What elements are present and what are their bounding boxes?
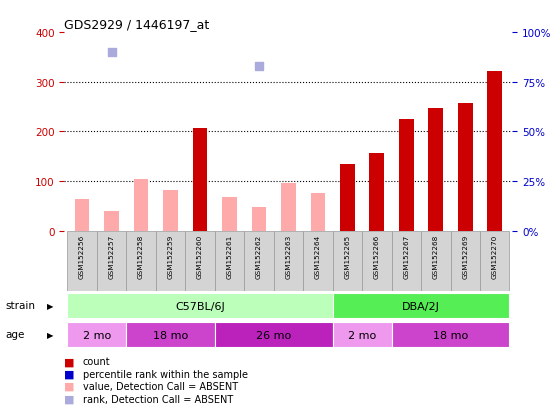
Text: ■: ■ [64,356,75,366]
Bar [74,199,90,231]
Text: rank, Detection Call = ABSENT: rank, Detection Call = ABSENT [83,394,233,404]
Text: GSM152259: GSM152259 [167,234,174,278]
Text: GSM152264: GSM152264 [315,234,321,278]
Text: GSM152262: GSM152262 [256,234,262,278]
Bar [163,190,178,231]
Text: GSM152266: GSM152266 [374,234,380,278]
Bar [97,231,127,291]
Text: GSM152267: GSM152267 [403,234,409,278]
Point [254,64,263,70]
Bar [104,211,119,231]
Bar [185,231,214,291]
Text: GSM152256: GSM152256 [79,234,85,278]
Text: DBA/2J: DBA/2J [402,301,440,311]
Bar [362,231,391,291]
Text: age: age [6,330,25,339]
Bar [487,72,502,231]
Text: ■: ■ [64,369,75,379]
Bar [333,322,391,348]
Bar [450,231,480,291]
Text: C57BL/6J: C57BL/6J [175,301,225,311]
Point [225,14,234,21]
Bar [127,231,156,291]
Bar [421,231,450,291]
Text: percentile rank within the sample: percentile rank within the sample [83,369,248,379]
Bar [391,231,421,291]
Bar [281,183,296,231]
Bar [480,231,510,291]
Text: 2 mo: 2 mo [348,330,376,340]
Bar [127,322,214,348]
Bar [251,208,267,231]
Text: ■: ■ [64,394,75,404]
Text: GSM152258: GSM152258 [138,234,144,278]
Text: GDS2929 / 1446197_at: GDS2929 / 1446197_at [64,17,209,31]
Text: ▶: ▶ [46,330,53,339]
Bar [370,154,384,231]
Bar [67,293,333,319]
Bar [274,231,303,291]
Text: 18 mo: 18 mo [433,330,468,340]
Text: GSM152261: GSM152261 [226,234,232,278]
Bar [399,120,414,231]
Bar [333,293,510,319]
Text: GSM152257: GSM152257 [109,234,115,278]
Bar [340,164,354,231]
Text: ■: ■ [64,381,75,391]
Text: GSM152268: GSM152268 [433,234,439,278]
Bar [310,193,325,231]
Bar [156,231,185,291]
Bar [222,197,237,231]
Bar [214,231,244,291]
Bar [333,231,362,291]
Text: GSM152265: GSM152265 [344,234,351,278]
Text: 26 mo: 26 mo [256,330,291,340]
Text: GSM152269: GSM152269 [462,234,468,278]
Text: count: count [83,356,110,366]
Text: value, Detection Call = ABSENT: value, Detection Call = ABSENT [83,381,238,391]
Text: 2 mo: 2 mo [83,330,111,340]
Bar [193,129,207,231]
Bar [67,322,127,348]
Text: ▶: ▶ [46,301,53,310]
Bar [428,109,443,231]
Bar [303,231,333,291]
Point [107,50,116,56]
Bar [391,322,510,348]
Text: 18 mo: 18 mo [153,330,188,340]
Bar [67,231,97,291]
Text: strain: strain [6,301,36,311]
Bar [244,231,274,291]
Bar [134,179,148,231]
Bar [458,103,473,231]
Text: GSM152260: GSM152260 [197,234,203,278]
Bar [214,322,333,348]
Text: GSM152263: GSM152263 [286,234,291,278]
Text: GSM152270: GSM152270 [492,234,498,278]
